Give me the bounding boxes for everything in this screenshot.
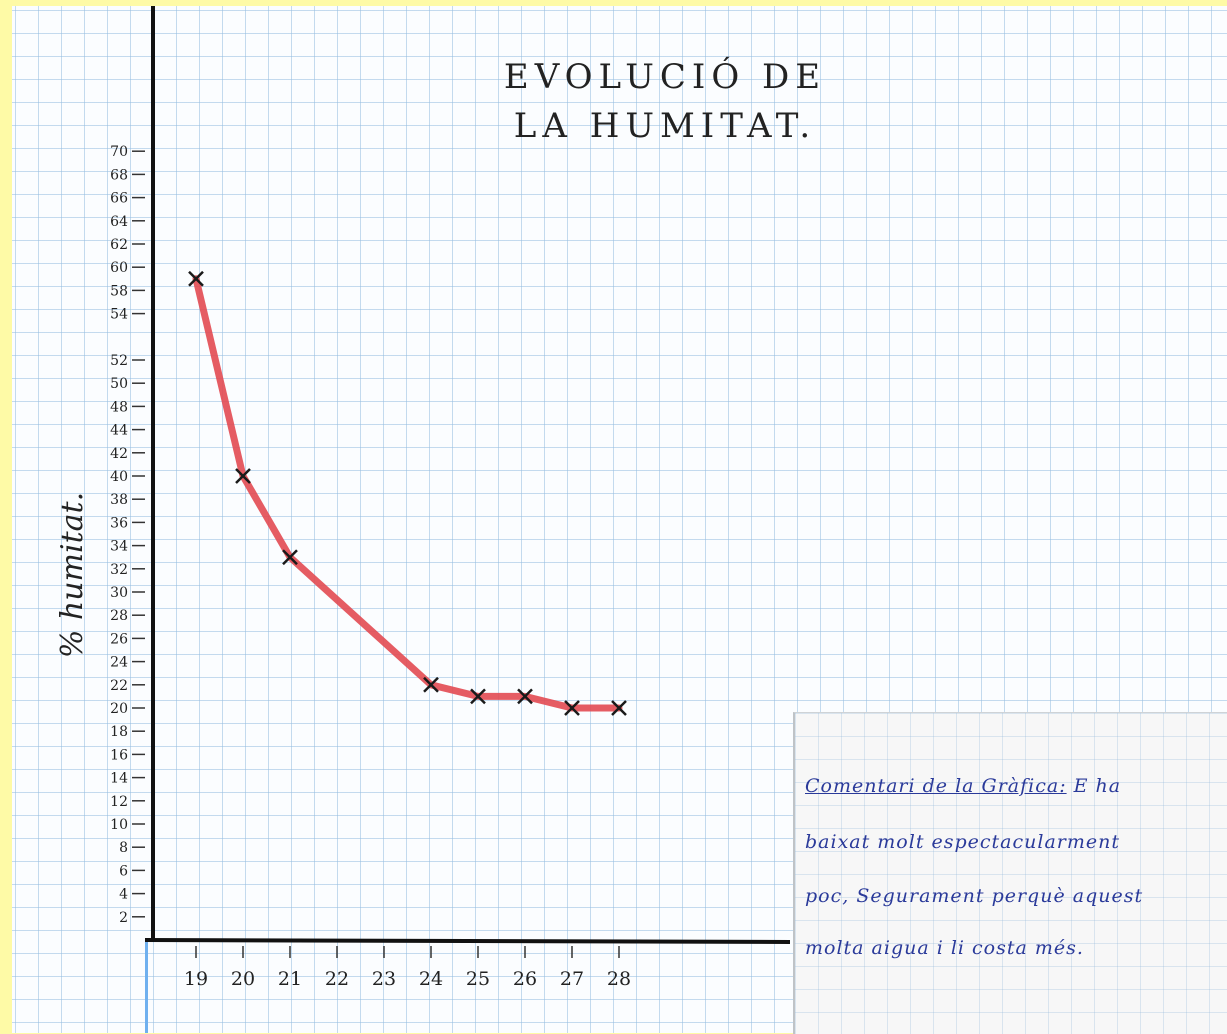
x-tick-label: 24 (419, 968, 443, 990)
marker-stroke (564, 700, 580, 716)
comment-line4: molta aigua i li costa més. (805, 937, 1084, 959)
y-tick-label: 68 (110, 167, 128, 183)
chart-title-line2: LA HUMITAT. (514, 106, 817, 146)
data-point-marker (282, 549, 298, 566)
data-point-marker (470, 688, 486, 705)
x-tick-label: 28 (607, 968, 631, 990)
y-tick-label: 6 (119, 863, 128, 879)
x-tick-label: 27 (560, 968, 584, 990)
y-tick-label: 24 (110, 655, 128, 671)
margin-line (145, 940, 148, 1033)
marker-stroke (611, 700, 627, 716)
marker-stroke (423, 676, 439, 693)
series-group (188, 270, 627, 716)
y-tick-label: 54 (110, 307, 128, 323)
y-tick-label: 2 (119, 910, 128, 926)
y-tick-label: 58 (110, 283, 128, 299)
y-tick-label: 34 (110, 539, 128, 555)
y-tick-label: 26 (110, 631, 128, 647)
marker-stroke (517, 688, 533, 705)
x-tick-label: 20 (231, 968, 255, 990)
comment-line2: baixat molt espectacularment (805, 831, 1120, 853)
y-tick-label: 8 (119, 840, 128, 856)
y-tick-label: 14 (110, 771, 128, 787)
marker-stroke (282, 549, 298, 566)
marker-stroke (188, 270, 204, 287)
y-tick-label: 22 (110, 678, 128, 694)
comment-line3: poc, Segurament perquè aquest (805, 885, 1144, 907)
comment-heading: Comentari de la Gràfica: (805, 775, 1067, 797)
y-tick-label: 32 (110, 562, 128, 578)
y-tick-label: 60 (110, 260, 128, 276)
y-tick-label: 28 (110, 608, 128, 624)
y-tick-label: 44 (110, 423, 128, 439)
x-tick-label: 26 (513, 968, 537, 990)
y-tick-label: 62 (110, 237, 128, 253)
y-tick-label: 38 (110, 492, 128, 508)
x-tick-group: 19 20 21 22 23 24 25 26 27 28 (184, 946, 631, 990)
x-tick-label: 21 (278, 968, 302, 990)
y-tick-label: 40 (110, 469, 128, 485)
y-tick-label: 30 (110, 585, 128, 601)
y-tick-label: 16 (110, 747, 128, 763)
y-tick-label: 20 (110, 701, 128, 717)
y-tick-label: 36 (110, 515, 128, 531)
data-point-marker (235, 468, 251, 484)
y-tick-label: 12 (110, 794, 128, 810)
y-tick-label: 64 (110, 214, 128, 230)
y-tick-label: 42 (110, 446, 128, 462)
y-tick-group: 7068666462605854525048444240383634323028… (110, 144, 145, 926)
graph-paper (12, 6, 1227, 1033)
comment-card: Comentari de la Gràfica: E ha baixat mol… (793, 712, 1227, 1034)
y-tick-label: 10 (110, 817, 128, 833)
data-point-marker (188, 270, 204, 287)
x-axis (144, 938, 791, 944)
y-tick-label: 70 (110, 144, 128, 160)
y-tick-label: 52 (110, 353, 128, 369)
x-tick-label: 23 (372, 968, 396, 990)
y-tick-label: 66 (110, 191, 128, 207)
y-tick-label: 50 (110, 376, 128, 392)
marker-stroke (235, 468, 251, 484)
chart-title-line1: EVOLUCIÓ DE (504, 56, 826, 97)
y-axis-label: % humitat. (55, 492, 90, 658)
data-point-marker (517, 688, 533, 705)
y-tick-label: 48 (110, 399, 128, 415)
marker-stroke (470, 688, 486, 705)
data-point-marker (564, 700, 580, 716)
comment-line1-tail: E ha (1073, 775, 1122, 797)
data-point-marker (611, 700, 627, 716)
data-point-marker (423, 676, 439, 693)
y-tick-label: 18 (110, 724, 128, 740)
x-tick-label: 25 (466, 968, 490, 990)
x-tick-label: 19 (184, 968, 208, 990)
x-tick-label: 22 (325, 968, 349, 990)
y-tick-label: 4 (119, 887, 128, 903)
series-line (192, 275, 623, 712)
